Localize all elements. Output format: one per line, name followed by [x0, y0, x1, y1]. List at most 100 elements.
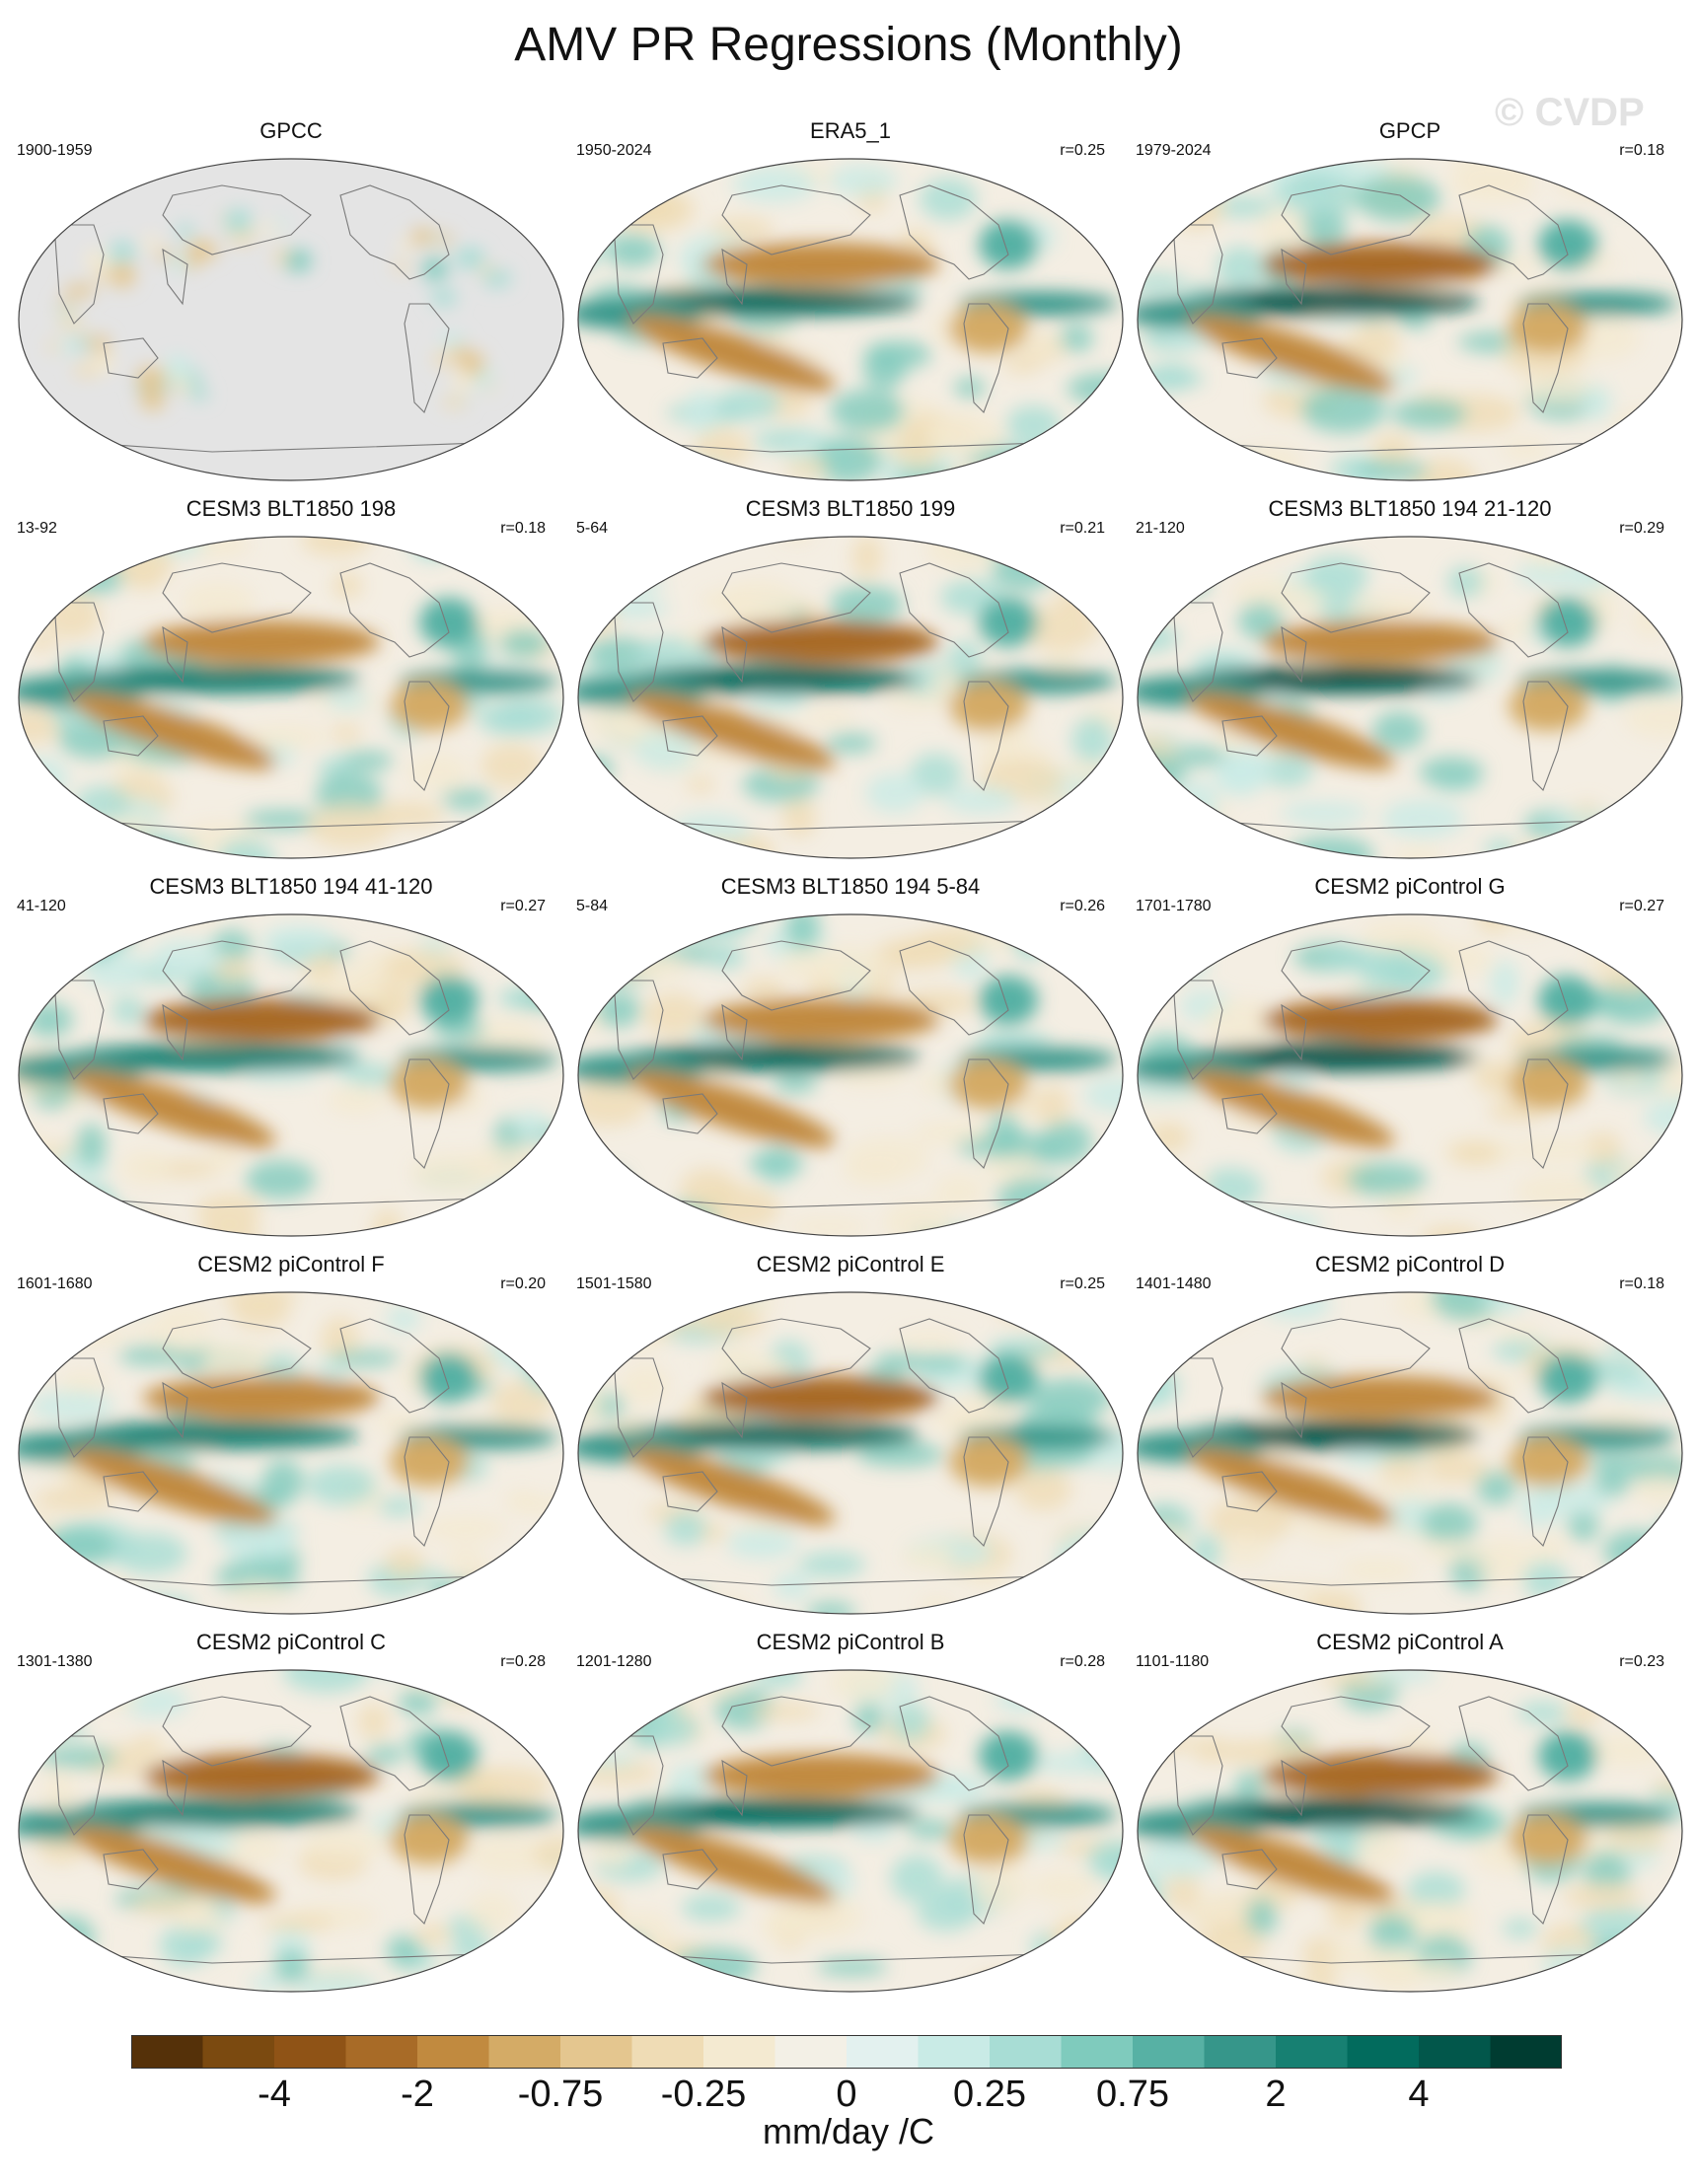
regression-map	[577, 158, 1124, 481]
panel-correlation: r=0.27	[500, 898, 546, 914]
map-border	[18, 158, 564, 481]
map-border	[18, 1291, 564, 1615]
panel-title: CESM2 piControl G	[1314, 874, 1506, 899]
map-panel: ERA5_1 1950-2024 r=0.25	[574, 118, 1127, 483]
map-border	[577, 158, 1124, 481]
colorbar-units: mm/day /C	[762, 2111, 935, 2151]
coastlines	[53, 940, 509, 1208]
panel-correlation: r=0.23	[1619, 1653, 1664, 1670]
panel-period: 1501-1580	[576, 1275, 652, 1292]
colorbar-swatch	[560, 2035, 632, 2069]
panel-title: GPCC	[259, 118, 323, 143]
panel-correlation: r=0.27	[1619, 898, 1664, 914]
colorbar-tick-label: 0	[836, 2074, 857, 2115]
colorbar-tick-label: 0.75	[1096, 2074, 1169, 2115]
map-border	[18, 913, 564, 1237]
panel-period: 1101-1180	[1136, 1653, 1210, 1670]
coastlines	[613, 1318, 1069, 1586]
panel-correlation: r=0.18	[1619, 1275, 1664, 1292]
colorbar-swatch	[345, 2035, 418, 2069]
panel-title: CESM2 piControl F	[197, 1252, 385, 1276]
map-panel: CESM2 piControl C 1301-1380 r=0.28	[15, 1630, 567, 1995]
panel-title: CESM3 BLT1850 199	[745, 496, 956, 521]
panel-correlation: r=0.28	[500, 1653, 546, 1670]
colorbar-tick-label: 0.25	[953, 2074, 1026, 2115]
map-panel: CESM2 piControl A 1101-1180 r=0.23	[1134, 1630, 1686, 1995]
map-border	[577, 1669, 1124, 1993]
map-panel: CESM2 piControl D 1401-1480 r=0.18	[1134, 1252, 1686, 1617]
figure-title: AMV PR Regressions (Monthly)	[514, 19, 1183, 71]
map-border	[1137, 1669, 1683, 1993]
colorbar-swatch	[1276, 2035, 1348, 2069]
panel-title: CESM2 piControl B	[756, 1630, 945, 1654]
panel-period: 1601-1680	[17, 1275, 93, 1292]
panel-correlation: r=0.20	[500, 1275, 546, 1292]
panel-correlation: r=0.21	[1060, 520, 1105, 537]
regression-map	[1137, 536, 1683, 859]
panel-period: 5-84	[576, 898, 609, 914]
colorbar-tick-label: -2	[401, 2074, 434, 2115]
panel-correlation: r=0.18	[500, 520, 546, 537]
map-panel: CESM2 piControl F 1601-1680 r=0.20	[15, 1252, 567, 1617]
colorbar-swatch	[1204, 2035, 1277, 2069]
panel-period: 5-64	[576, 520, 609, 537]
panel-period: 41-120	[17, 898, 66, 914]
regression-map	[18, 913, 564, 1237]
coastlines	[1172, 562, 1628, 831]
coastlines	[53, 1318, 509, 1586]
colorbar-swatch	[1061, 2035, 1134, 2069]
map-border	[18, 1669, 564, 1993]
coastlines	[1172, 184, 1628, 453]
map-border	[577, 536, 1124, 859]
regression-map	[1137, 1291, 1683, 1615]
panel-title: CESM2 piControl A	[1316, 1630, 1504, 1654]
panel-title: CESM2 piControl D	[1315, 1252, 1505, 1276]
colorbar-swatch	[1490, 2035, 1562, 2069]
coastlines	[1172, 940, 1628, 1208]
panel-period: 1401-1480	[1136, 1275, 1212, 1292]
panel-title: ERA5_1	[810, 118, 891, 143]
panel-title: GPCP	[1378, 118, 1441, 143]
map-border	[1137, 913, 1683, 1237]
map-panel: CESM2 piControl E 1501-1580 r=0.25	[574, 1252, 1127, 1617]
colorbar-swatch	[1347, 2035, 1420, 2069]
regression-map	[1137, 913, 1683, 1237]
coastlines	[1172, 1318, 1628, 1586]
panel-title: CESM2 piControl E	[756, 1252, 945, 1276]
panel-correlation: r=0.25	[1060, 1275, 1105, 1292]
colorbar-swatch	[274, 2035, 346, 2069]
panel-period: 1900-1959	[17, 142, 93, 159]
map-panel: GPCC 1900-1959	[15, 118, 567, 483]
map-border	[1137, 1291, 1683, 1615]
colorbar-swatch	[1419, 2035, 1491, 2069]
coastlines	[1172, 1696, 1628, 1964]
colorbar-swatch	[202, 2035, 275, 2069]
panel-title: CESM3 BLT1850 198	[185, 496, 397, 521]
panel-correlation: r=0.18	[1619, 142, 1664, 159]
coastlines	[53, 1696, 509, 1964]
panel-period: 1950-2024	[576, 142, 652, 159]
map-panel: CESM3 BLT1850 194 21-120 21-120 r=0.29	[1134, 496, 1686, 861]
regression-map	[18, 158, 564, 481]
map-panel: CESM3 BLT1850 199 5-64 r=0.21	[574, 496, 1127, 861]
map-panel: CESM2 piControl G 1701-1780 r=0.27	[1134, 874, 1686, 1239]
colorbar-swatch	[847, 2035, 919, 2069]
panel-title: CESM3 BLT1850 194 41-120	[149, 874, 433, 899]
regression-map	[18, 536, 564, 859]
panel-correlation: r=0.28	[1060, 1653, 1105, 1670]
map-border	[1137, 158, 1683, 481]
colorbar-tick-label: -0.25	[660, 2074, 747, 2115]
panel-period: 21-120	[1136, 520, 1185, 537]
panel-correlation: r=0.29	[1619, 520, 1664, 537]
colorbar-swatch	[990, 2035, 1062, 2069]
map-panel: GPCP 1979-2024 r=0.18	[1134, 118, 1686, 483]
regression-map	[577, 913, 1124, 1237]
cvdp-watermark: © CVDP	[1495, 91, 1645, 134]
colorbar-swatch	[1133, 2035, 1205, 2069]
map-border	[577, 913, 1124, 1237]
regression-map	[18, 1669, 564, 1993]
regression-map	[1137, 158, 1683, 481]
panel-period: 1701-1780	[1136, 898, 1212, 914]
map-panel: CESM3 BLT1850 198 13-92 r=0.18	[15, 496, 567, 861]
panel-period: 1301-1380	[17, 1653, 93, 1670]
